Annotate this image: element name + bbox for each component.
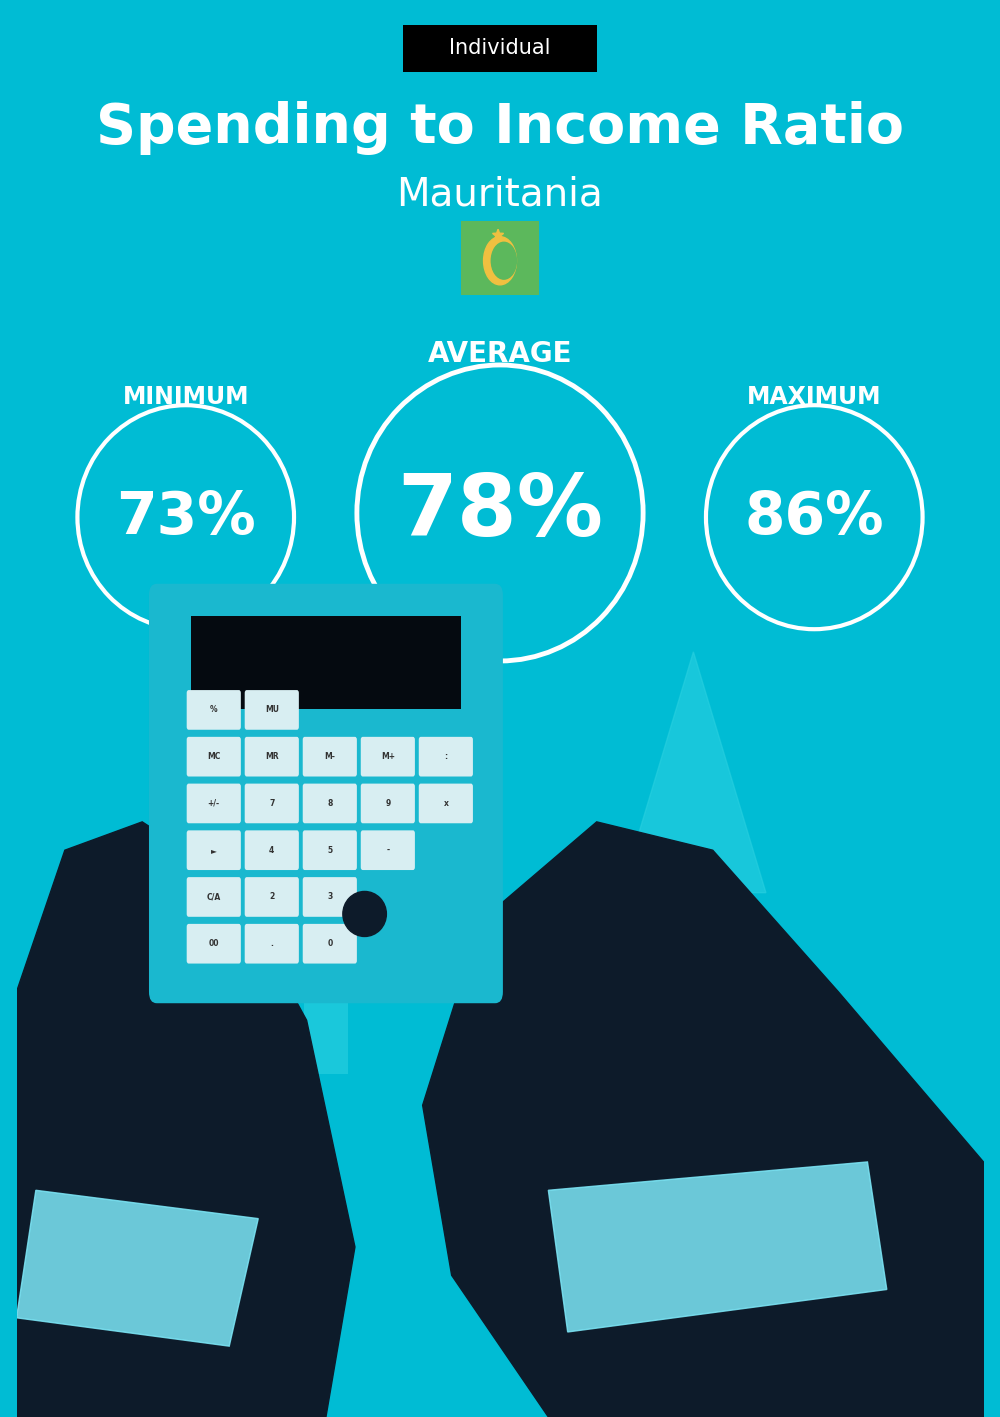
FancyBboxPatch shape	[303, 924, 357, 964]
Text: 7: 7	[269, 799, 274, 808]
Text: MR: MR	[265, 752, 279, 761]
Polygon shape	[548, 1162, 887, 1332]
Text: 86%: 86%	[744, 489, 884, 546]
Text: Spending to Income Ratio: Spending to Income Ratio	[96, 101, 904, 154]
FancyBboxPatch shape	[668, 893, 719, 1061]
FancyBboxPatch shape	[303, 877, 357, 917]
Text: C/A: C/A	[207, 893, 221, 901]
Ellipse shape	[802, 1093, 923, 1217]
Text: M+: M+	[381, 752, 395, 761]
FancyBboxPatch shape	[245, 830, 299, 870]
Ellipse shape	[722, 1039, 809, 1129]
Polygon shape	[493, 230, 504, 239]
Text: 8: 8	[327, 799, 332, 808]
FancyBboxPatch shape	[303, 784, 357, 823]
Text: $: $	[759, 1074, 773, 1094]
Text: MINIMUM: MINIMUM	[122, 385, 249, 408]
Text: MC: MC	[207, 752, 220, 761]
FancyBboxPatch shape	[419, 737, 473, 777]
FancyBboxPatch shape	[304, 935, 348, 1074]
FancyBboxPatch shape	[303, 830, 357, 870]
Text: MAXIMUM: MAXIMUM	[747, 385, 882, 408]
FancyBboxPatch shape	[419, 784, 473, 823]
Text: 2: 2	[269, 893, 274, 901]
FancyBboxPatch shape	[245, 690, 299, 730]
FancyBboxPatch shape	[644, 999, 662, 1076]
FancyBboxPatch shape	[187, 737, 241, 777]
FancyBboxPatch shape	[245, 737, 299, 777]
FancyBboxPatch shape	[693, 1204, 819, 1226]
FancyBboxPatch shape	[245, 877, 299, 917]
Text: 3: 3	[327, 893, 332, 901]
FancyBboxPatch shape	[245, 784, 299, 823]
Polygon shape	[423, 822, 984, 1417]
FancyBboxPatch shape	[848, 1049, 877, 1080]
FancyBboxPatch shape	[245, 924, 299, 964]
FancyBboxPatch shape	[187, 830, 241, 870]
FancyBboxPatch shape	[149, 584, 503, 1003]
Circle shape	[484, 237, 516, 285]
Text: +/-: +/-	[208, 799, 220, 808]
Circle shape	[491, 242, 516, 279]
Text: %: %	[210, 706, 218, 714]
Text: 00: 00	[209, 939, 219, 948]
Text: x: x	[443, 799, 448, 808]
Text: 0: 0	[327, 939, 332, 948]
Text: ►: ►	[211, 846, 217, 854]
Text: M-: M-	[324, 752, 335, 761]
Text: 73%: 73%	[116, 489, 256, 546]
Polygon shape	[621, 652, 766, 893]
Text: .: .	[270, 939, 273, 948]
FancyBboxPatch shape	[187, 690, 241, 730]
FancyBboxPatch shape	[693, 1318, 819, 1339]
Text: MU: MU	[265, 706, 279, 714]
FancyBboxPatch shape	[187, 877, 241, 917]
FancyBboxPatch shape	[361, 784, 415, 823]
Polygon shape	[461, 1002, 751, 1136]
Text: $: $	[852, 1141, 873, 1169]
FancyBboxPatch shape	[403, 26, 597, 71]
Text: AVERAGE: AVERAGE	[428, 340, 572, 368]
Text: 9: 9	[385, 799, 390, 808]
FancyBboxPatch shape	[303, 737, 357, 777]
Polygon shape	[263, 737, 389, 935]
Polygon shape	[16, 822, 355, 1417]
Polygon shape	[16, 1190, 258, 1346]
FancyBboxPatch shape	[693, 1289, 819, 1311]
FancyBboxPatch shape	[461, 221, 539, 295]
FancyBboxPatch shape	[754, 1009, 778, 1034]
Text: :: :	[444, 752, 447, 761]
Text: 78%: 78%	[397, 472, 603, 554]
Text: -: -	[386, 846, 389, 854]
Text: 4: 4	[269, 846, 274, 854]
FancyBboxPatch shape	[187, 784, 241, 823]
FancyBboxPatch shape	[693, 1261, 819, 1282]
FancyBboxPatch shape	[585, 1182, 628, 1264]
FancyBboxPatch shape	[187, 924, 241, 964]
Text: 5: 5	[327, 846, 332, 854]
FancyBboxPatch shape	[361, 737, 415, 777]
Text: Mauritania: Mauritania	[397, 176, 603, 213]
Ellipse shape	[343, 891, 386, 937]
Text: Individual: Individual	[449, 38, 551, 58]
FancyBboxPatch shape	[361, 830, 415, 870]
FancyBboxPatch shape	[481, 1115, 732, 1264]
FancyBboxPatch shape	[693, 1233, 819, 1254]
FancyBboxPatch shape	[191, 616, 461, 708]
